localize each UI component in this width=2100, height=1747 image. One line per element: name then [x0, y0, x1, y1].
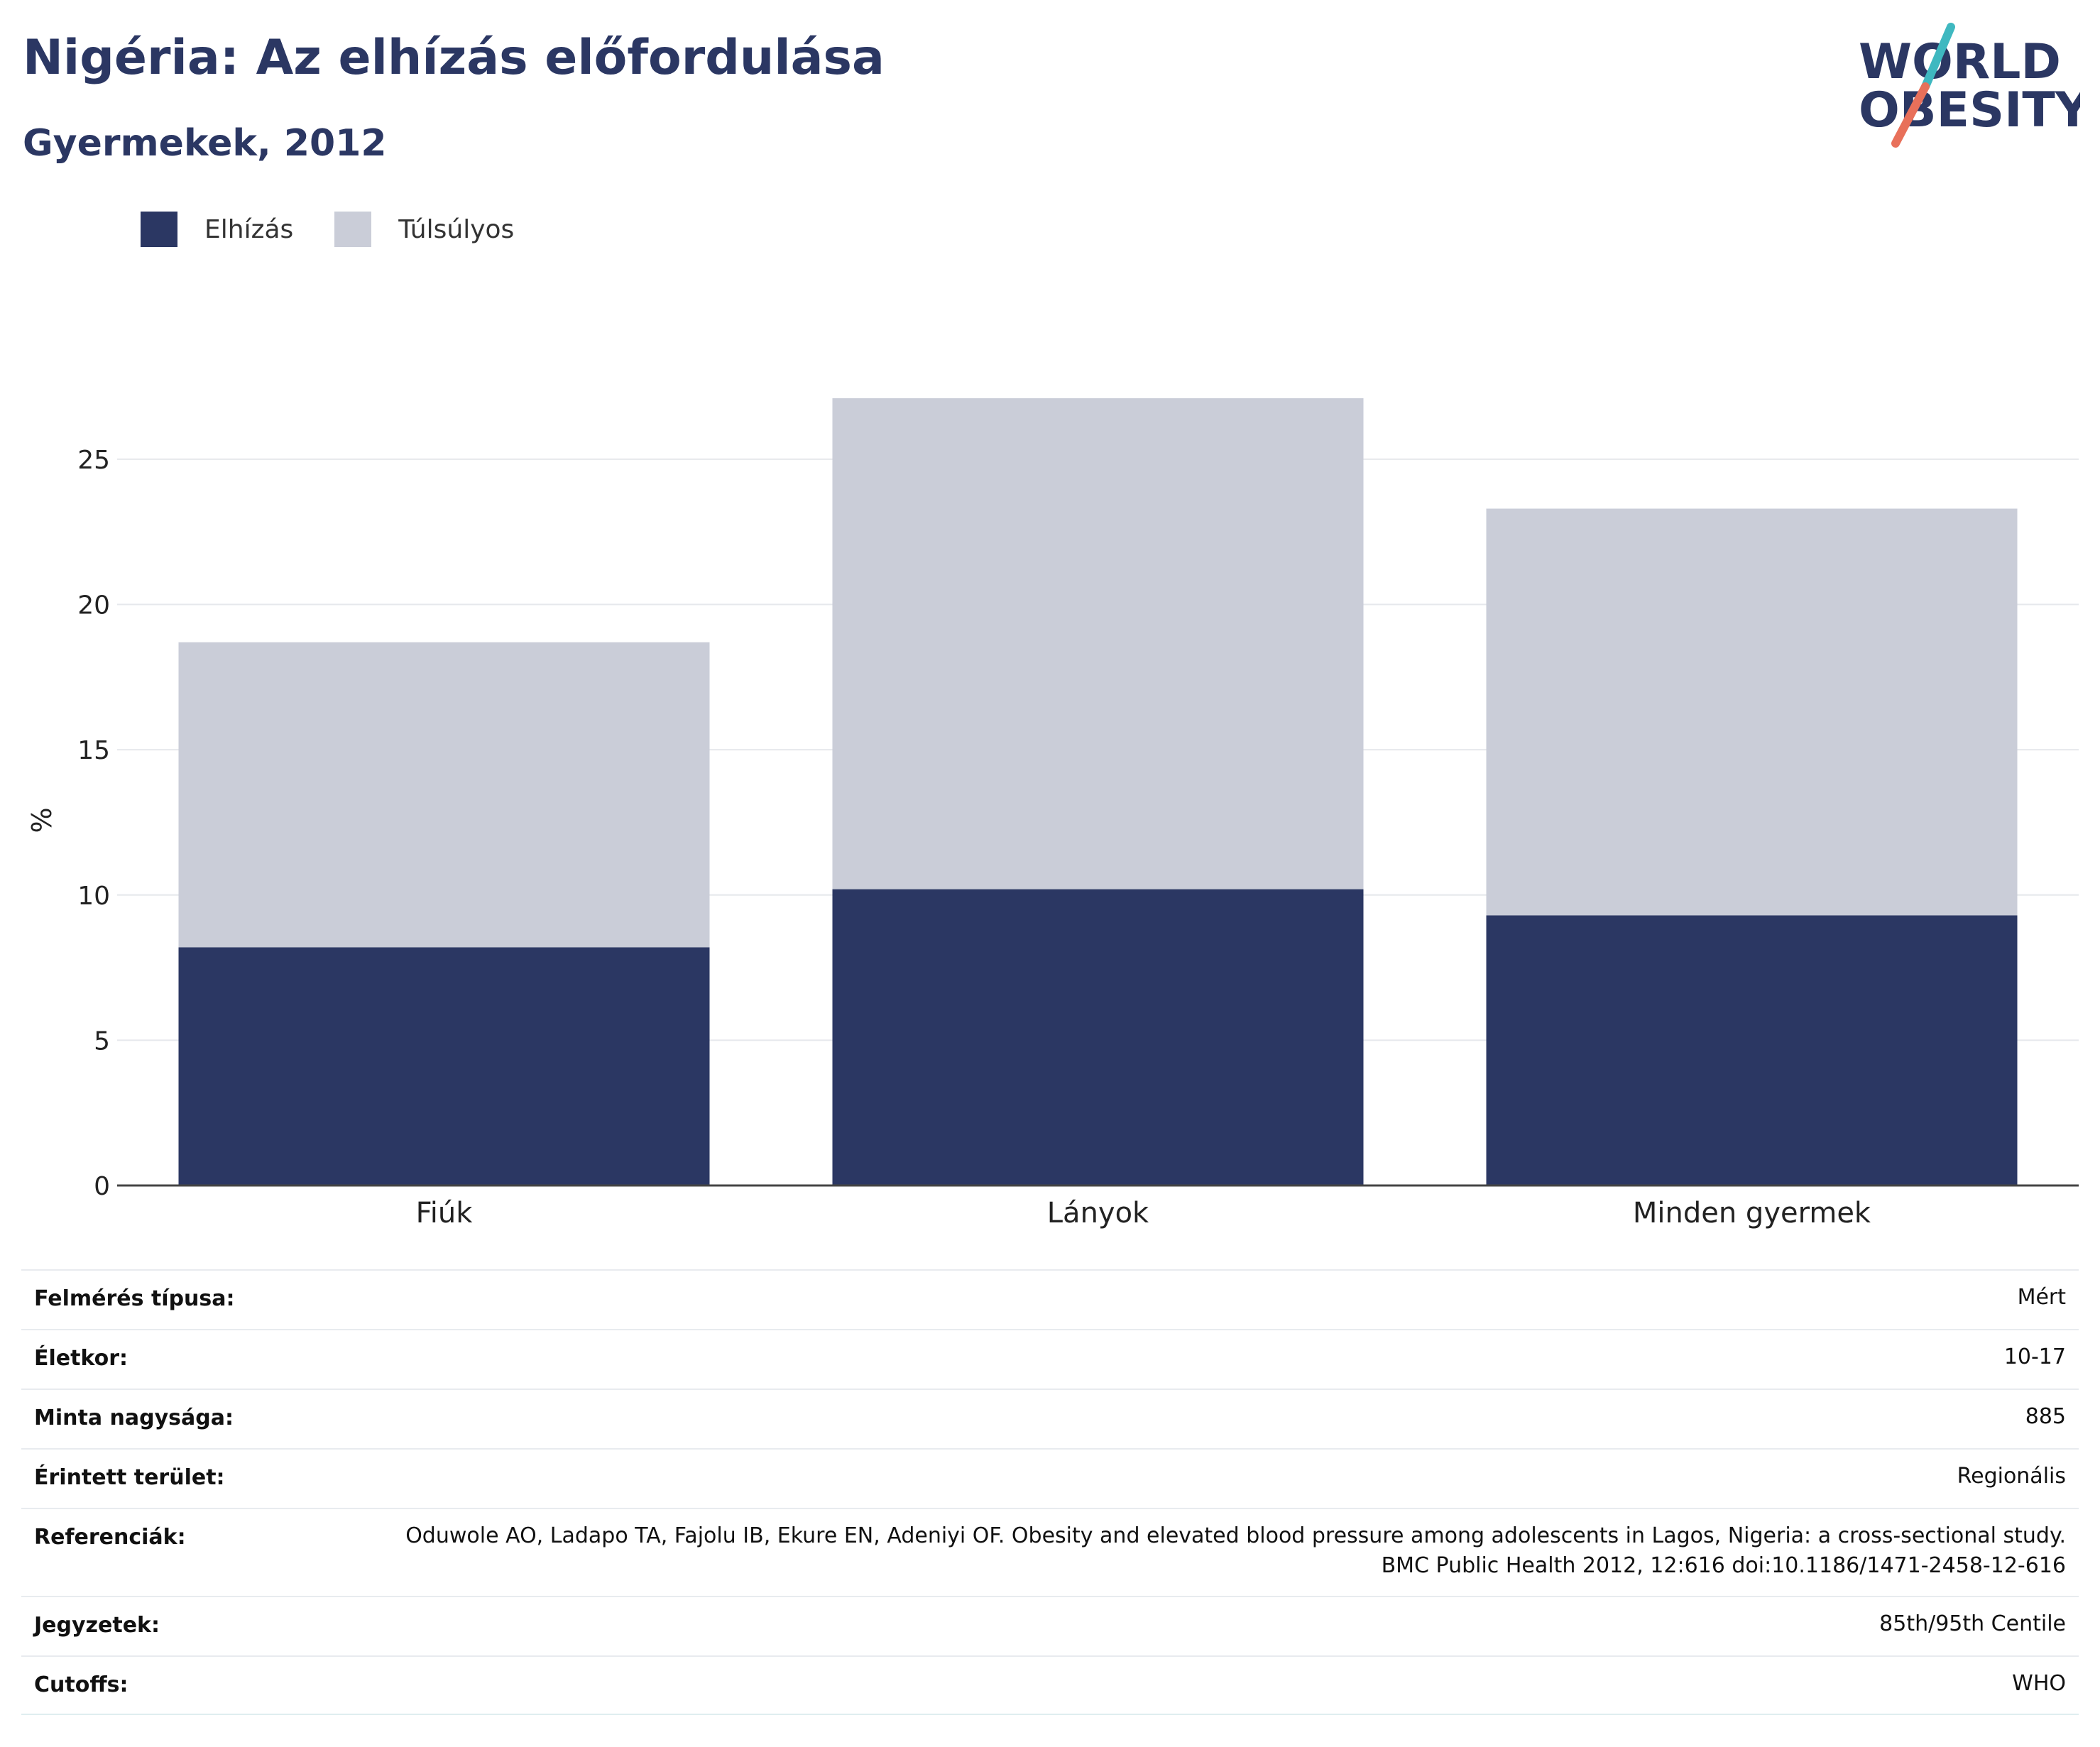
legend-swatch-overweight [334, 212, 372, 247]
x-tick-label: Fiúk [416, 1197, 474, 1230]
chart-title: Nigéria: Az elhízás előfordulása [23, 30, 885, 86]
bar-overweight [1486, 508, 2018, 916]
logo-slash-bottom [1891, 82, 1930, 148]
info-table: Felmérés típusa: Mért Életkor: 10-17 Min… [21, 1269, 2079, 1715]
info-row-cutoffs: Cutoffs: WHO [21, 1655, 2079, 1715]
info-key: Minta nagysága: [34, 1406, 234, 1430]
info-key: Cutoffs: [34, 1672, 128, 1697]
y-tick-label: 0 [94, 1172, 110, 1201]
bar-overweight [832, 398, 1364, 889]
info-row-sample-size: Minta nagysága: 885 [21, 1389, 2079, 1448]
info-key: Jegyzetek: [34, 1613, 160, 1638]
bar-obesity [832, 889, 1364, 1185]
chart-legend: Elhízás Túlsúlyos [141, 210, 555, 248]
info-row-age: Életkor: 10-17 [21, 1329, 2079, 1389]
y-tick-label: 5 [94, 1026, 110, 1056]
bar-overweight [178, 642, 710, 948]
info-value: 85th/95th Centile [1879, 1611, 2066, 1636]
logo-slash-top [1921, 23, 1955, 91]
logo-word-obesity: OBESITY [1859, 82, 2080, 138]
info-row-survey-type: Felmérés típusa: Mért [21, 1269, 2079, 1329]
y-tick-label: 15 [77, 736, 110, 765]
info-value: 10-17 [2003, 1345, 2066, 1369]
info-row-area: Érintett terület: Regionális [21, 1448, 2079, 1508]
logo-word-world: WORLD [1859, 34, 2061, 90]
bar-chart-svg: 0 5 10 15 20 25% Fiúk Lányok Minden gyermek [26, 398, 2079, 1230]
info-value: Regionális [1957, 1464, 2066, 1489]
info-key: Felmérés típusa: [34, 1286, 235, 1311]
x-tick-label: Minden gyermek [1633, 1197, 1871, 1230]
info-key: Életkor: [34, 1346, 128, 1371]
legend-label-obesity: Elhízás [204, 214, 294, 244]
x-tick-label: Lányok [1047, 1197, 1149, 1230]
y-tick-label: 20 [77, 591, 110, 620]
legend-label-overweight: Túlsúlyos [398, 214, 515, 244]
bar-chart: 0 5 10 15 20 25% Fiúk Lányok Minden gyermek [0, 270, 2100, 1238]
y-tick-label: 10 [77, 882, 110, 911]
y-tick-label: 25 [77, 446, 110, 475]
info-value: WHO [2012, 1671, 2066, 1696]
info-row-references: Referenciák: Oduwole AO, Ladapo TA, Fajo… [21, 1508, 2079, 1596]
info-value: 885 [2025, 1404, 2066, 1429]
legend-item-overweight[interactable]: Túlsúlyos [334, 212, 514, 247]
info-key: Referenciák: [34, 1525, 186, 1550]
bar-obesity [178, 947, 710, 1185]
info-row-notes: Jegyzetek: 85th/95th Centile [21, 1596, 2079, 1655]
legend-item-obesity[interactable]: Elhízás [141, 212, 293, 247]
info-value: Oduwole AO, Ladapo TA, Fajolu IB, Ekure … [405, 1523, 2066, 1578]
info-key: Érintett terület: [34, 1465, 225, 1490]
legend-swatch-obesity [141, 212, 177, 247]
y-axis-label: % [26, 807, 58, 833]
info-value: Mért [2017, 1285, 2066, 1310]
chart-subtitle: Gyermekek, 2012 [23, 122, 387, 165]
bar-obesity [1486, 915, 2018, 1185]
world-obesity-logo: WORLD OBESITY [1846, 21, 2091, 149]
